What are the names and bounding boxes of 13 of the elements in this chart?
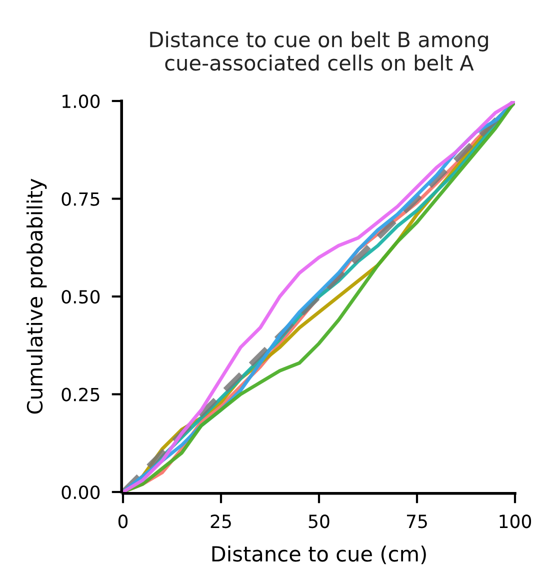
x-tick-label: 0	[118, 514, 128, 528]
x-tick-label: 75	[406, 514, 427, 528]
x-tick-label: 50	[308, 514, 330, 528]
x-tick-label: 100	[500, 514, 532, 528]
y-tick-label: 1.00	[62, 94, 100, 108]
chart-title: Distance to cue on belt B among cue-associated cells on belt A	[150, 31, 488, 71]
y-axis-title: Cumulative probability	[26, 178, 47, 414]
y-tick-label: 0.50	[62, 290, 100, 304]
y-tick-label: 0.00	[62, 485, 100, 500]
x-axis-title: Distance to cue (cm)	[212, 546, 426, 564]
x-tick-label: 25	[210, 514, 231, 528]
y-tick-label: 0.75	[62, 192, 100, 206]
y-tick-label: 0.25	[62, 388, 100, 402]
